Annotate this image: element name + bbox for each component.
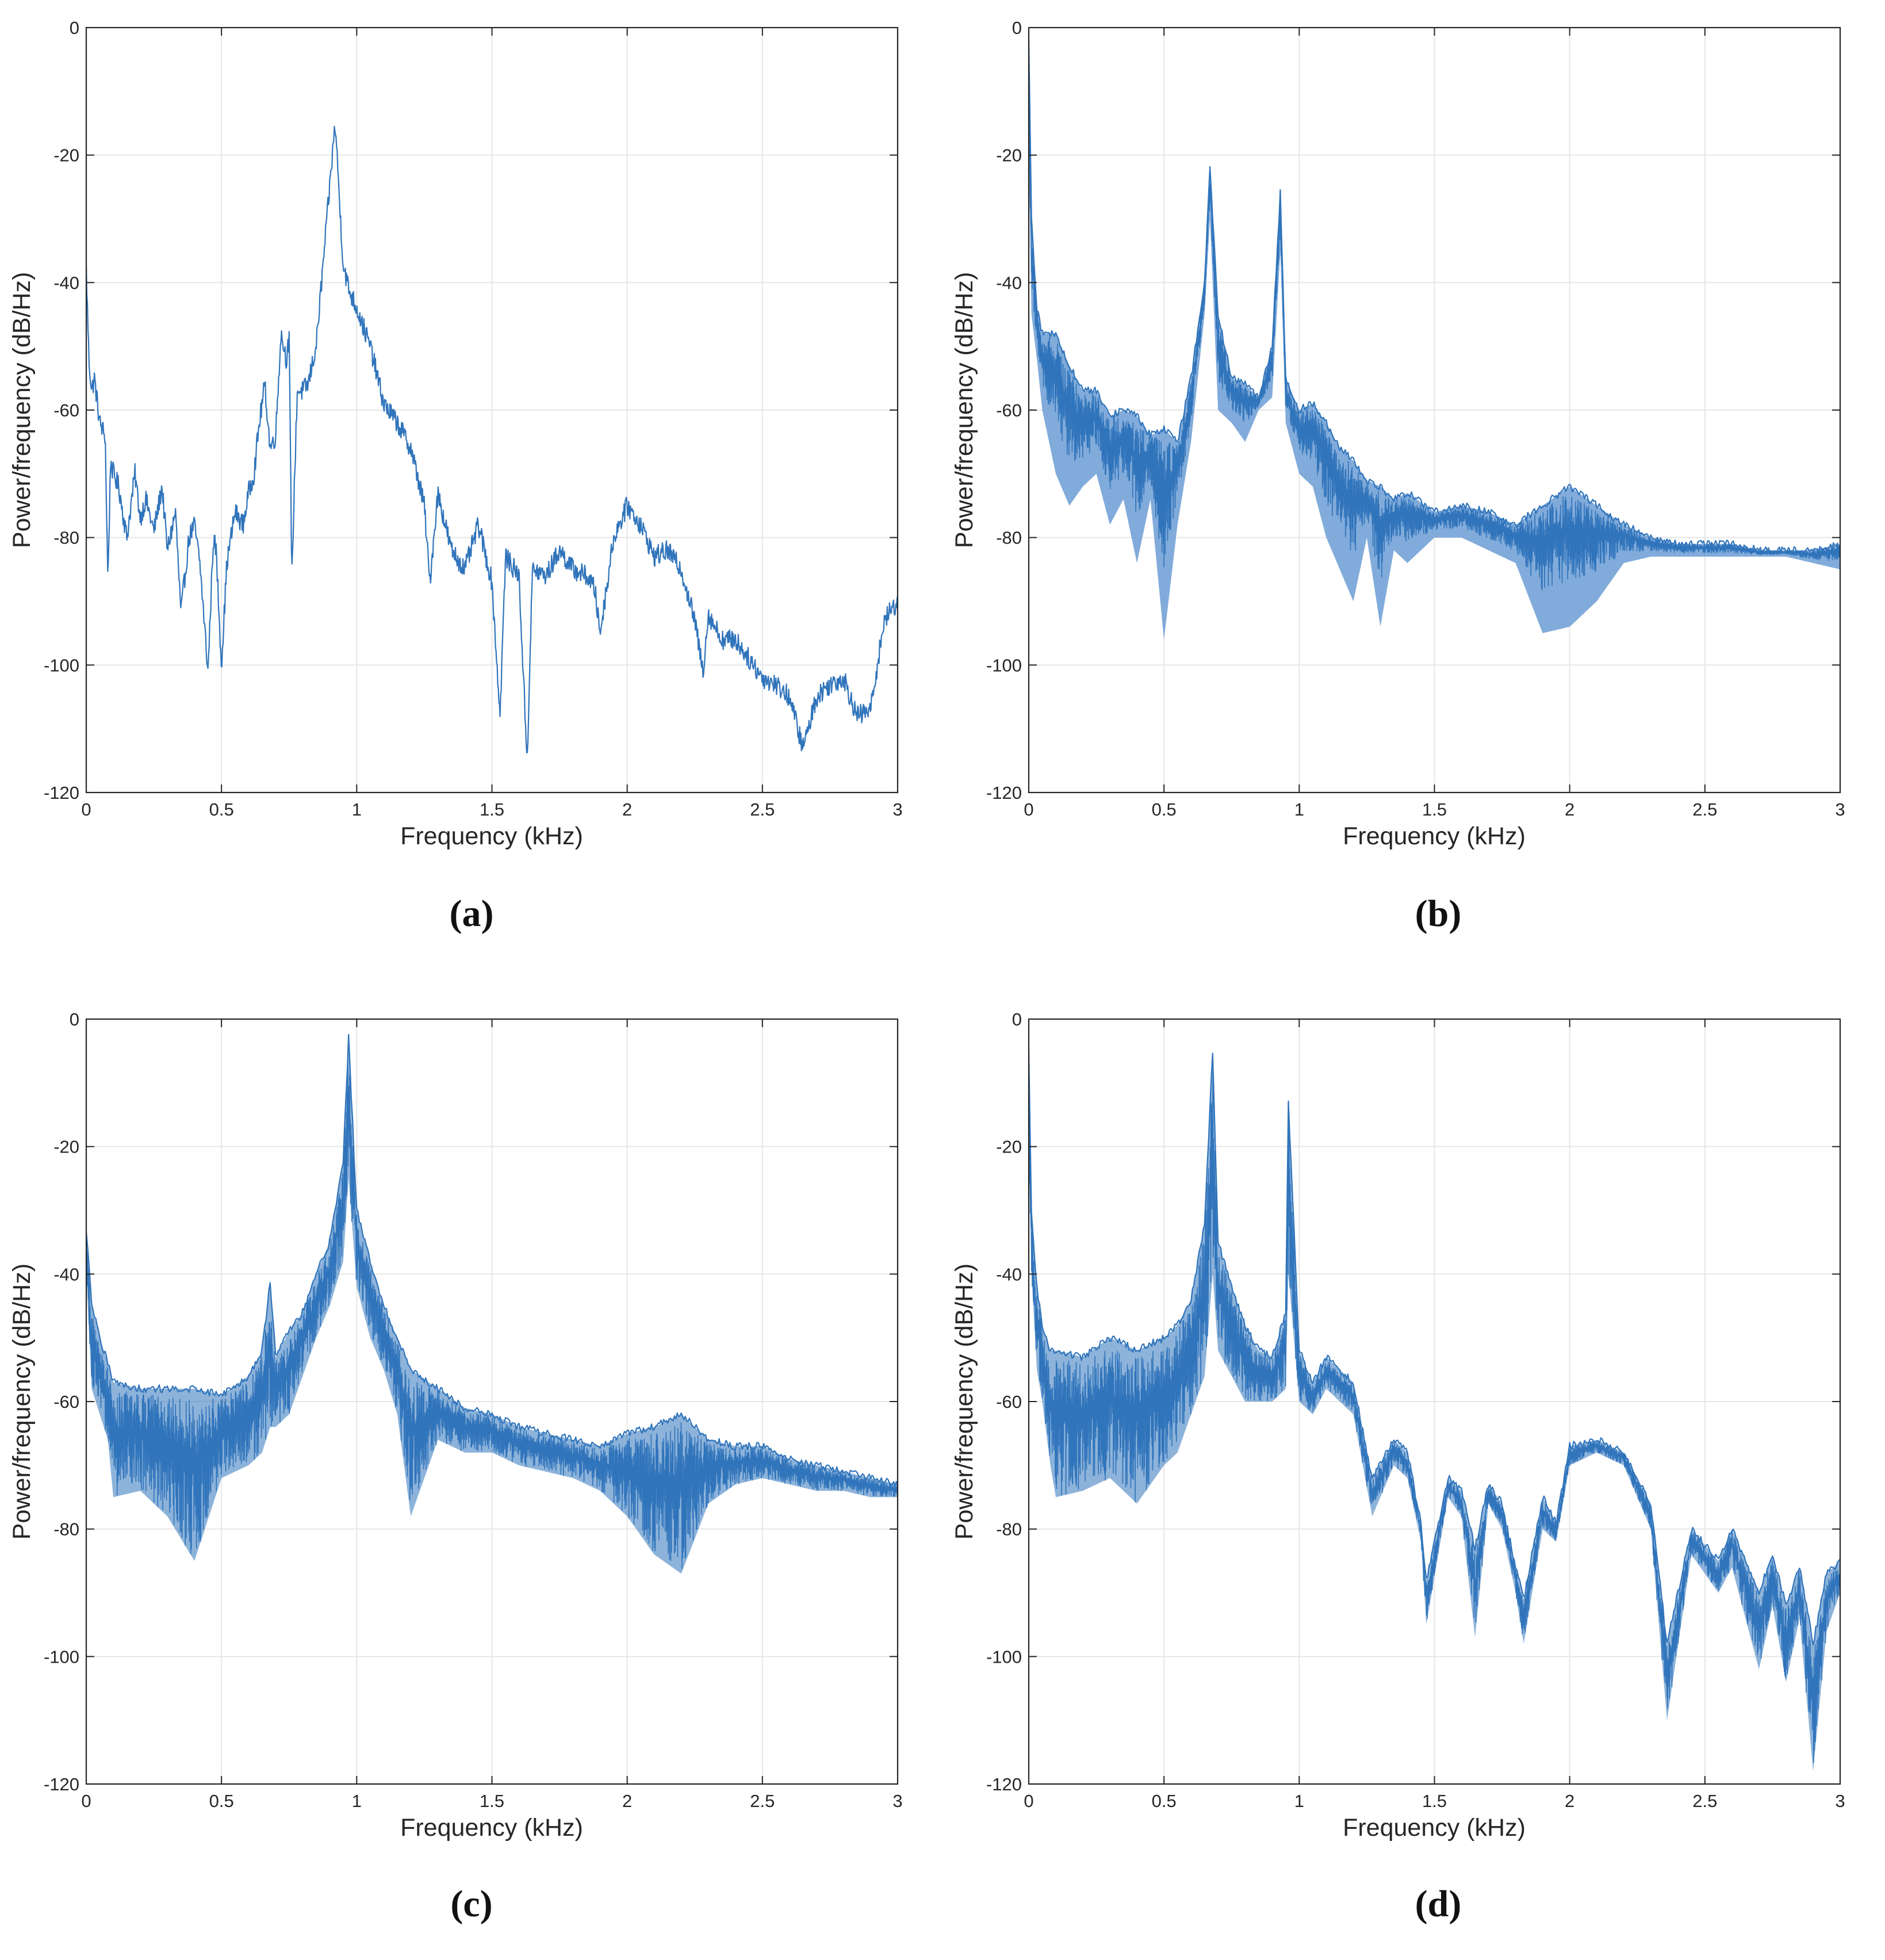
- chart-c: 0 0.5 1 1.5 2 2.5 3 0 -20 -40 -60 -80 -100 -120 Frequ…: [8, 1009, 903, 1925]
- y-tick-label: -40: [996, 1264, 1022, 1284]
- x-axis-label: Frequency (kHz): [1343, 1814, 1526, 1842]
- y-tick-label: 0: [1012, 18, 1022, 38]
- psd-upper-line: [1028, 1049, 1841, 1645]
- psd-series-line: [1028, 46, 1841, 591]
- y-axis-label: Power/frequency (dB/Hz): [8, 1264, 36, 1540]
- y-tick-label: -120: [44, 783, 79, 803]
- x-tick-label: 0: [81, 1791, 91, 1811]
- y-tick-label: -60: [53, 400, 79, 420]
- grid: [1029, 28, 1840, 793]
- y-tick-label: -60: [996, 400, 1022, 420]
- data-layer: [85, 125, 899, 754]
- y-tick-label: 0: [70, 18, 79, 38]
- y-tick-label: -20: [996, 1137, 1022, 1157]
- x-tick-label: 1.5: [480, 1791, 504, 1811]
- chart-b: 0 0.5 1 1.5 2 2.5 3 0 -20 -40 -60 -80 -100 -120 Frequ…: [951, 18, 1845, 935]
- x-tick-label: 2: [1565, 799, 1574, 820]
- y-tick-label: 0: [70, 1009, 79, 1029]
- x-tick-label: 1: [352, 799, 362, 820]
- y-tick-label: -100: [986, 1647, 1022, 1667]
- y-tick-label: -40: [996, 273, 1022, 293]
- y-axis-label: Power/frequency (dB/Hz): [951, 272, 978, 548]
- x-axis-label: Frequency (kHz): [400, 822, 583, 850]
- y-tick-label: -100: [44, 1647, 79, 1667]
- x-tick-label: 0: [1024, 799, 1033, 820]
- y-tick-label: -80: [53, 1519, 79, 1540]
- psd-series-line: [86, 1066, 898, 1569]
- x-tick-label: 0.5: [1152, 799, 1177, 820]
- ticks: 0 0.5 1 1.5 2 2.5 3 0 -20 -40 -60 -80 -100 -120: [986, 1009, 1845, 1811]
- y-tick-label: -20: [996, 146, 1022, 166]
- x-axis-label: Frequency (kHz): [400, 1814, 583, 1842]
- x-tick-label: 0.5: [209, 799, 234, 820]
- data-layer: [85, 1033, 899, 1574]
- x-tick-label: 1.5: [1422, 1791, 1447, 1811]
- psd-upper-line: [85, 1033, 899, 1489]
- x-tick-label: 2: [622, 799, 632, 820]
- panel-caption: (a): [450, 893, 494, 935]
- panel-a: 0 0.5 1 1.5 2 2.5 3 0 -20 -40 -60 -80 -100 -120 Frequ…: [0, 0, 942, 968]
- x-tick-label: 3: [892, 1791, 902, 1811]
- panel-b: 0 0.5 1 1.5 2 2.5 3 0 -20 -40 -60 -80 -100 -120 Frequ…: [942, 0, 1885, 968]
- x-tick-label: 2.5: [1692, 1791, 1717, 1811]
- y-tick-label: -60: [53, 1392, 79, 1412]
- x-tick-label: 3: [892, 799, 902, 820]
- ticks: 0 0.5 1 1.5 2 2.5 3 0 -20 -40 -60 -80 -100 -120: [986, 18, 1845, 820]
- ticks: 0 0.5 1 1.5 2 2.5 3 0 -20 -40 -60 -80 -100 -120: [44, 1009, 903, 1811]
- psd-upper-line: [1028, 38, 1841, 555]
- x-tick-label: 1: [1294, 1791, 1304, 1811]
- y-tick-label: -100: [44, 655, 79, 675]
- panel-caption: (d): [1415, 1883, 1462, 1925]
- data-layer: [1028, 38, 1841, 640]
- panel-caption: (b): [1415, 893, 1462, 935]
- x-tick-label: 1.5: [480, 799, 504, 820]
- y-axis-label: Power/frequency (dB/Hz): [951, 1264, 978, 1540]
- data-layer: [1028, 1049, 1841, 1771]
- y-tick-label: -80: [53, 528, 79, 548]
- y-tick-label: -120: [986, 783, 1022, 803]
- y-tick-label: -80: [996, 1519, 1022, 1540]
- ticks: 0 0.5 1 1.5 2 2.5 3 0 -20 -40 -60 -80 -100 -120: [44, 18, 903, 820]
- y-tick-label: -40: [53, 1264, 79, 1284]
- x-tick-label: 2: [1565, 1791, 1574, 1811]
- chart-a: 0 0.5 1 1.5 2 2.5 3 0 -20 -40 -60 -80 -100 -120 Frequ…: [8, 18, 903, 935]
- y-axis-label: Power/frequency (dB/Hz): [8, 272, 36, 548]
- x-tick-label: 1: [1294, 799, 1304, 820]
- x-tick-label: 2.5: [1692, 799, 1717, 820]
- y-tick-label: -100: [986, 655, 1022, 675]
- psd-series-line: [1028, 1072, 1841, 1763]
- panel-c: 0 0.5 1 1.5 2 2.5 3 0 -20 -40 -60 -80 -100 -120 Frequ…: [0, 992, 942, 1960]
- y-tick-label: -40: [53, 273, 79, 293]
- x-tick-label: 0: [81, 799, 91, 820]
- y-tick-label: -120: [44, 1774, 79, 1794]
- x-tick-label: 0.5: [209, 1791, 234, 1811]
- x-tick-label: 0.5: [1152, 1791, 1177, 1811]
- x-tick-label: 1.5: [1422, 799, 1447, 820]
- psd-series-line: [85, 125, 899, 754]
- y-tick-label: -20: [53, 1137, 79, 1157]
- y-tick-label: -60: [996, 1392, 1022, 1412]
- panel-d: 0 0.5 1 1.5 2 2.5 3 0 -20 -40 -60 -80 -100 -120 Frequ…: [942, 992, 1885, 1960]
- x-tick-label: 2.5: [750, 1791, 775, 1811]
- y-tick-label: -20: [53, 146, 79, 166]
- x-tick-label: 2: [622, 1791, 632, 1811]
- x-tick-label: 0: [1024, 1791, 1033, 1811]
- x-axis-label: Frequency (kHz): [1343, 822, 1526, 850]
- x-tick-label: 3: [1835, 799, 1845, 820]
- panel-caption: (c): [450, 1883, 492, 1925]
- y-tick-label: -120: [986, 1774, 1022, 1794]
- x-tick-label: 2.5: [750, 799, 775, 820]
- chart-d: 0 0.5 1 1.5 2 2.5 3 0 -20 -40 -60 -80 -100 -120 Frequ…: [951, 1009, 1845, 1925]
- x-tick-label: 3: [1835, 1791, 1845, 1811]
- x-tick-label: 1: [352, 1791, 362, 1811]
- y-tick-label: -80: [996, 528, 1022, 548]
- y-tick-label: 0: [1012, 1009, 1022, 1029]
